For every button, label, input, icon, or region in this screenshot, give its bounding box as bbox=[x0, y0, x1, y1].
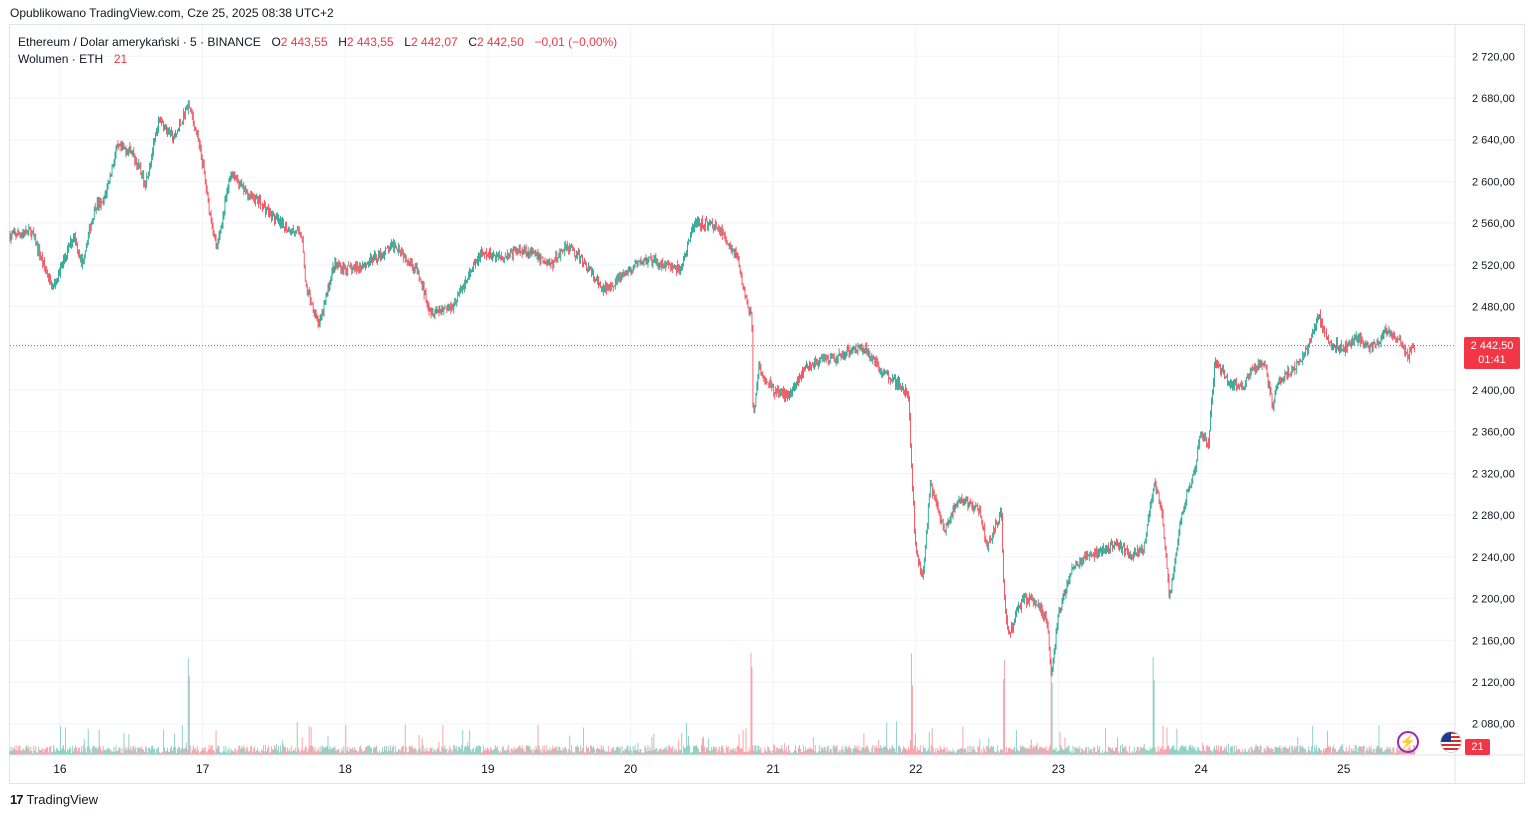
price-tick-label: 2 400,00 bbox=[1472, 385, 1515, 397]
bar-countdown: 01:41 bbox=[1478, 353, 1506, 366]
volume-histogram bbox=[9, 652, 1416, 755]
footer-brand[interactable]: 17 TradingView bbox=[10, 792, 98, 807]
chart-frame[interactable] bbox=[9, 24, 1525, 784]
time-tick-label: 18 bbox=[339, 762, 353, 776]
price-tick-label: 2 120,00 bbox=[1472, 677, 1515, 689]
published-caption: Opublikowano TradingView.com, Cze 25, 20… bbox=[10, 6, 334, 20]
price-tick-label: 2 560,00 bbox=[1472, 218, 1515, 230]
current-price-badge: 2 442,50 01:41 bbox=[1464, 336, 1520, 369]
price-candles bbox=[9, 100, 1416, 677]
price-tick-label: 2 640,00 bbox=[1472, 135, 1515, 147]
legend-ohlc-row: Ethereum / Dolar amerykański · 5 · BINAN… bbox=[18, 34, 617, 51]
legend-open-value: 2 443,55 bbox=[280, 35, 328, 49]
price-tick-label: 2 680,00 bbox=[1472, 93, 1515, 105]
volume-value-badge: 21 bbox=[1465, 739, 1490, 755]
time-tick-label: 16 bbox=[53, 762, 67, 776]
price-tick-label: 2 280,00 bbox=[1472, 510, 1515, 522]
time-tick-label: 21 bbox=[766, 762, 780, 776]
legend-open-label: O bbox=[271, 35, 281, 49]
current-price-value: 2 442,50 bbox=[1470, 339, 1514, 352]
tradingview-logo-icon: 17 bbox=[10, 792, 24, 807]
price-tick-label: 2 080,00 bbox=[1472, 719, 1515, 731]
price-tick-label: 2 600,00 bbox=[1472, 176, 1515, 188]
price-tick-label: 2 200,00 bbox=[1472, 594, 1515, 606]
time-tick-label: 23 bbox=[1052, 762, 1066, 776]
price-tick-label: 2 160,00 bbox=[1472, 635, 1515, 647]
lightning-icon[interactable]: ⚡ bbox=[1397, 731, 1419, 753]
price-tick-label: 2 520,00 bbox=[1472, 260, 1515, 272]
legend-low-label: L bbox=[404, 35, 411, 49]
time-tick-label: 17 bbox=[196, 762, 210, 776]
grid-lines bbox=[10, 25, 1455, 755]
price-tick-label: 2 480,00 bbox=[1472, 302, 1515, 314]
price-tick-label: 2 720,00 bbox=[1472, 51, 1515, 63]
legend-volume-row: Wolumen · ETH 21 bbox=[18, 51, 617, 68]
legend-high-label: H bbox=[338, 35, 347, 49]
price-axis: 2 720,00 2 680,00 2 640,00 2 600,00 2 560,00… bbox=[1454, 25, 1515, 783]
us-flag-icon[interactable] bbox=[1440, 731, 1462, 753]
legend-volume-value: 21 bbox=[113, 52, 128, 66]
price-tick-label: 2 320,00 bbox=[1472, 468, 1515, 480]
footer-brand-name: TradingView bbox=[26, 792, 99, 807]
legend-close-value: 2 442,50 bbox=[477, 35, 524, 49]
legend-symbol[interactable]: Ethereum / Dolar amerykański · 5 · BINAN… bbox=[18, 35, 261, 49]
legend-low-value: 2 442,07 bbox=[410, 35, 458, 49]
time-tick-label: 20 bbox=[624, 762, 638, 776]
legend-close-label: C bbox=[468, 35, 478, 49]
time-tick-label: 19 bbox=[481, 762, 495, 776]
time-tick-label: 24 bbox=[1194, 762, 1208, 776]
time-tick-label: 25 bbox=[1337, 762, 1351, 776]
legend-volume-label[interactable]: Wolumen · ETH bbox=[18, 52, 104, 66]
legend-change: −0,01 (−0,00%) bbox=[534, 35, 618, 49]
time-axis: 16 17 18 19 20 21 22 23 24 25 bbox=[10, 754, 1524, 776]
price-tick-label: 2 240,00 bbox=[1472, 552, 1515, 564]
chart-legend: Ethereum / Dolar amerykański · 5 · BINAN… bbox=[18, 34, 617, 68]
time-tick-label: 22 bbox=[909, 762, 923, 776]
legend-high-value: 2 443,55 bbox=[346, 35, 394, 49]
price-tick-label: 2 360,00 bbox=[1472, 427, 1515, 439]
